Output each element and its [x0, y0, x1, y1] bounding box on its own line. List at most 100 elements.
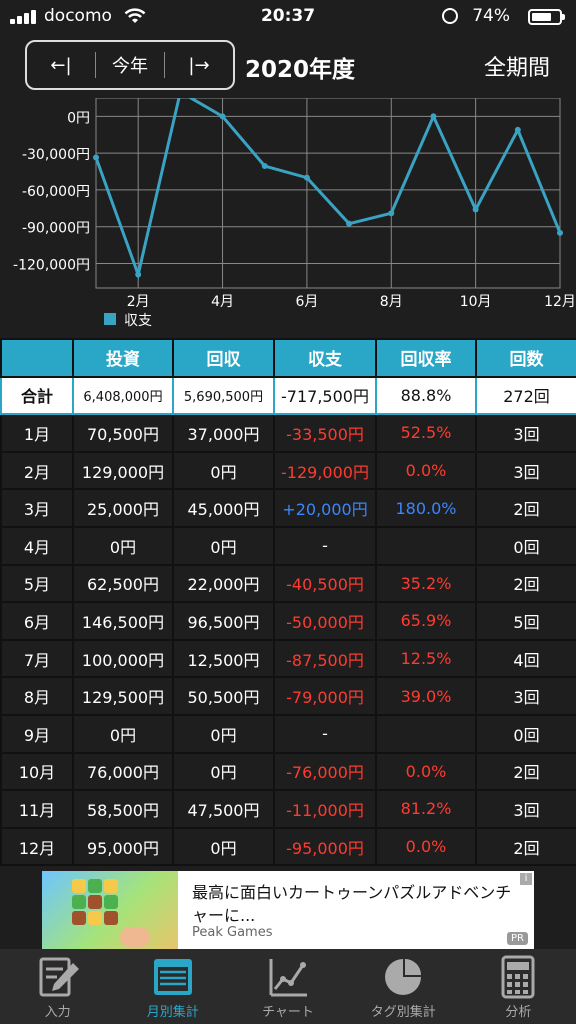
x-tick-label: 2月	[127, 294, 150, 310]
current-year-button[interactable]: 今年	[112, 56, 148, 77]
row-invest: 0円	[72, 525, 174, 566]
tab-chart[interactable]: チャート	[230, 949, 345, 1024]
row-rate	[375, 713, 477, 754]
ad-brand[interactable]: Peak Games	[192, 925, 273, 940]
ad-image[interactable]	[42, 871, 178, 949]
table-row[interactable]: 9月 0円 0円 -0回	[0, 713, 576, 754]
row-balance: -79,000円	[273, 676, 377, 716]
legend-swatch	[104, 313, 116, 325]
data-point	[261, 163, 268, 170]
y-tick-label: -120,000円	[13, 257, 90, 273]
total-count: 272回	[475, 375, 576, 416]
row-invest: 58,500円	[72, 789, 174, 829]
row-rate: 39.0%	[375, 676, 477, 716]
row-balance: -129,000円	[273, 450, 377, 491]
divider	[95, 52, 96, 78]
row-count: 3回	[475, 413, 576, 453]
line-chart: 0円 -30,000円 -60,000円 -90,000円 -120,000円 2月 4月 6…	[13, 97, 576, 329]
table-row[interactable]: 1月 70,500円 37,000円 -33,500円 52.5% 3回	[0, 413, 576, 453]
tab-input[interactable]: 入力	[0, 949, 115, 1024]
tab-analysis[interactable]: 分析	[461, 949, 576, 1024]
data-point	[303, 174, 310, 181]
row-invest: 100,000円	[72, 638, 174, 679]
row-month: 9月	[0, 713, 74, 754]
header-rate: 回収率	[375, 338, 477, 378]
header-collect: 回収	[172, 338, 275, 378]
ad-banner[interactable]: 最高に面白いカートゥーンパズルアドベンチャーに... Peak Games PR…	[0, 871, 576, 949]
monthly-table: 投資 回収 収支 回収率 回数 合計 6,408,000円 5,690,500円…	[0, 338, 576, 867]
y-tick-label: -90,000円	[22, 221, 90, 237]
row-count: 0回	[475, 525, 576, 566]
x-tick-label: 8月	[380, 294, 403, 310]
table-row[interactable]: 6月 146,500円 96,500円 -50,000円 65.9% 5回	[0, 601, 576, 641]
table-row[interactable]: 5月 62,500円 22,000円 -40,500円 35.2% 2回	[0, 563, 576, 604]
header: ←| 今年 |→ 2020年度 全期間	[0, 36, 576, 98]
series-line-balance	[94, 98, 562, 280]
prev-period-button[interactable]: ←|	[50, 54, 72, 76]
table-row[interactable]: 4月 0円 0円 -0回	[0, 525, 576, 566]
page-title: 2020年度	[245, 57, 356, 83]
row-balance: -87,500円	[273, 638, 377, 679]
row-invest: 129,000円	[72, 450, 174, 491]
row-invest: 0円	[72, 713, 174, 754]
all-period-button[interactable]: 全期間	[483, 56, 550, 81]
ad-box[interactable]: 最高に面白いカートゥーンパズルアドベンチャーに... Peak Games PR…	[42, 871, 534, 949]
period-selector: ←| 今年 |→	[25, 40, 235, 90]
row-count: 2回	[475, 488, 576, 528]
row-count: 4回	[475, 638, 576, 679]
x-tick-label: 10月	[460, 294, 492, 310]
ad-info-icon[interactable]: i	[520, 873, 532, 885]
total-balance: -717,500円	[273, 375, 377, 416]
data-point	[514, 126, 521, 133]
tab-tag[interactable]: タグ別集計	[346, 949, 461, 1024]
row-balance: -	[273, 713, 377, 754]
data-point	[135, 271, 142, 278]
row-month: 2月	[0, 450, 74, 491]
row-rate: 180.0%	[375, 488, 477, 528]
row-month: 12月	[0, 826, 74, 867]
carrier-name: docomo	[44, 6, 112, 26]
row-month: 4月	[0, 525, 74, 566]
row-rate: 0.0%	[375, 751, 477, 792]
row-collect: 12,500円	[172, 638, 275, 679]
y-tick-label: -30,000円	[22, 147, 90, 163]
table-row[interactable]: 2月 129,000円 0円 -129,000円 0.0% 3回	[0, 450, 576, 491]
tab-monthly[interactable]: 月別集計	[115, 949, 230, 1024]
table-row[interactable]: 10月 76,000円 0円 -76,000円 0.0% 2回	[0, 751, 576, 792]
data-point	[388, 210, 395, 217]
next-period-button[interactable]: |→	[188, 54, 210, 76]
table-header-row: 投資 回収 収支 回収率 回数	[0, 338, 576, 378]
row-balance: -76,000円	[273, 751, 377, 792]
row-balance: +20,000円	[273, 488, 377, 528]
divider	[164, 52, 165, 78]
tab-chart-label: チャート	[262, 1005, 314, 1020]
tab-tag-label: タグ別集計	[370, 1005, 436, 1020]
row-invest: 146,500円	[72, 601, 174, 641]
row-collect: 45,000円	[172, 488, 275, 528]
y-tick-label: -60,000円	[22, 184, 90, 200]
balance-chart: 0円 -30,000円 -60,000円 -90,000円 -120,000円 2月 4月 6…	[0, 97, 576, 338]
row-count: 2回	[475, 751, 576, 792]
row-balance: -	[273, 525, 377, 566]
total-label: 合計	[0, 375, 74, 416]
row-rate: 35.2%	[375, 563, 477, 604]
data-point	[346, 220, 353, 227]
table-row[interactable]: 11月 58,500円 47,500円 -11,000円 81.2% 3回	[0, 789, 576, 829]
calendar-list-icon	[153, 959, 192, 995]
row-month: 8月	[0, 676, 74, 716]
row-rate: 0.0%	[375, 826, 477, 867]
table-row[interactable]: 3月 25,000円 45,000円 +20,000円 180.0% 2回	[0, 488, 576, 528]
table-row[interactable]: 7月 100,000円 12,500円 -87,500円 12.5% 4回	[0, 638, 576, 679]
plot-frame	[95, 97, 561, 289]
ad-title[interactable]: 最高に面白いカートゥーンパズルアドベンチャーに...	[192, 883, 512, 925]
wifi-icon	[124, 8, 146, 23]
total-row: 合計 6,408,000円 5,690,500円 -717,500円 88.8%…	[0, 375, 576, 416]
header-blank	[0, 338, 74, 378]
header-invest: 投資	[72, 338, 174, 378]
row-collect: 96,500円	[172, 601, 275, 641]
table-row[interactable]: 8月 129,500円 50,500円 -79,000円 39.0% 3回	[0, 676, 576, 716]
table-row[interactable]: 12月 95,000円 0円 -95,000円 0.0% 2回	[0, 826, 576, 867]
row-month: 6月	[0, 601, 74, 641]
legend-label: 収支	[124, 313, 152, 329]
row-rate: 0.0%	[375, 450, 477, 491]
